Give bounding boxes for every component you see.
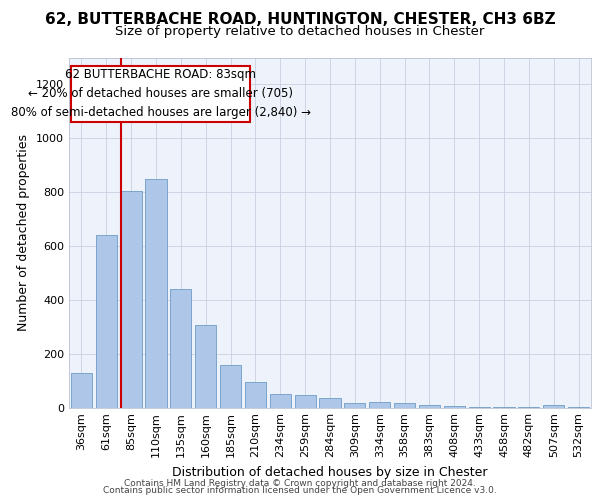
Bar [319, 398, 341, 407]
Bar [493, 407, 515, 408]
Bar [121, 191, 142, 408]
Bar [344, 402, 365, 407]
Bar [369, 402, 390, 407]
Bar [71, 372, 92, 408]
Bar [195, 326, 216, 407]
Text: Size of property relative to detached houses in Chester: Size of property relative to detached ho… [115, 25, 485, 38]
Bar [245, 382, 266, 407]
Bar [145, 178, 167, 408]
Bar [444, 406, 465, 407]
Bar [96, 235, 117, 408]
Bar [469, 407, 490, 408]
Text: 62 BUTTERBACHE ROAD: 83sqm
← 20% of detached houses are smaller (705)
80% of sem: 62 BUTTERBACHE ROAD: 83sqm ← 20% of deta… [11, 68, 311, 120]
X-axis label: Distribution of detached houses by size in Chester: Distribution of detached houses by size … [172, 466, 488, 479]
Text: 62, BUTTERBACHE ROAD, HUNTINGTON, CHESTER, CH3 6BZ: 62, BUTTERBACHE ROAD, HUNTINGTON, CHESTE… [44, 12, 556, 28]
Bar [543, 405, 564, 407]
Bar [270, 394, 291, 407]
Text: Contains public sector information licensed under the Open Government Licence v3: Contains public sector information licen… [103, 486, 497, 495]
Bar [220, 365, 241, 408]
Bar [295, 395, 316, 407]
Bar [394, 402, 415, 407]
Bar [568, 407, 589, 408]
Bar [419, 405, 440, 407]
Text: Contains HM Land Registry data © Crown copyright and database right 2024.: Contains HM Land Registry data © Crown c… [124, 478, 476, 488]
FancyBboxPatch shape [71, 66, 250, 122]
Bar [518, 407, 539, 408]
Y-axis label: Number of detached properties: Number of detached properties [17, 134, 31, 331]
Bar [170, 289, 191, 408]
